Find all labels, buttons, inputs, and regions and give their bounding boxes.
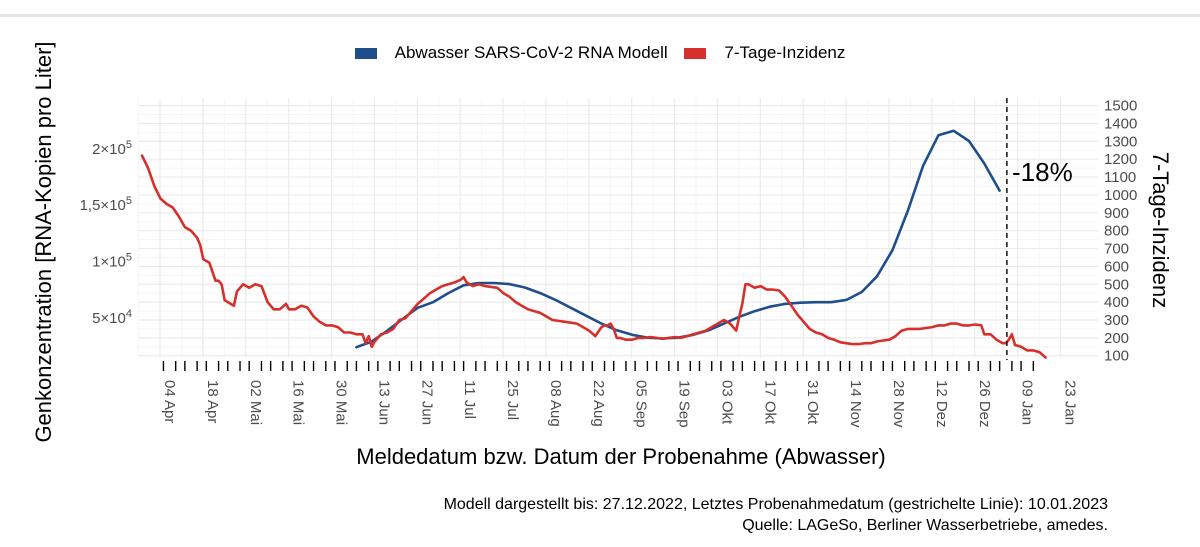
y-right-tick-label: 1100: [1104, 169, 1136, 186]
legend-item-rna-model: Abwasser SARS-CoV-2 RNA Modell: [354, 43, 668, 63]
top-divider: [0, 14, 1200, 17]
legend-label-incidence: 7-Tage-Inzidenz: [724, 43, 846, 62]
x-tick-label: 18 Apr: [204, 380, 221, 423]
y-right-tick-label: 900: [1104, 205, 1129, 222]
footer-source: Quelle: LAGeSo, Berliner Wasserbetriebe,…: [742, 517, 1108, 534]
series-line-incidence: [140, 154, 1047, 359]
x-tick-label: 03 Okt: [718, 380, 735, 425]
legend-key-rna-model: [354, 47, 377, 59]
y-left-tick-label: 2×105: [92, 139, 132, 158]
y-right-tick-label: 500: [1104, 276, 1129, 293]
y-right-tick-label: 800: [1104, 223, 1129, 240]
y-left-tick-label: 5×104: [92, 308, 132, 327]
change-annotation: -18%: [1012, 157, 1073, 187]
x-tick-label: 11 Jul: [461, 380, 478, 419]
y-left-tick-label: 1×105: [92, 252, 132, 271]
x-tick-label: 30 Mai: [333, 380, 350, 425]
x-tick-label: 26 Dez: [976, 380, 993, 428]
y-left-tick-label: 1,5×105: [80, 195, 132, 214]
x-tick-label: 23 Jan: [1062, 380, 1079, 425]
y-right-tick-label: 200: [1104, 330, 1129, 347]
x-tick-label: 22 Aug: [590, 380, 607, 427]
footer-model-note: Modell dargestellt bis: 27.12.2022, Letz…: [443, 496, 1108, 513]
plot-panel: [138, 98, 1098, 358]
x-tick-label: 17 Okt: [761, 380, 778, 425]
x-tick-label: 31 Okt: [804, 380, 821, 425]
x-tick-label: 14 Nov: [847, 380, 864, 428]
y-right-tick-label: 100: [1104, 348, 1129, 365]
y-right-tick-label: 1400: [1104, 115, 1137, 132]
x-tick-label: 05 Sep: [633, 380, 650, 428]
y-axis-left-label: Genkonzentration [RNA-Kopien pro Liter]: [31, 41, 56, 443]
x-tick-label: 13 Jun: [375, 380, 392, 425]
y-right-tick-label: 1300: [1104, 133, 1137, 150]
x-tick-label: 12 Dez: [933, 380, 950, 428]
x-tick-label: 09 Jan: [1019, 380, 1036, 425]
y-right-tick-label: 600: [1104, 258, 1129, 275]
legend-label-rna-model: Abwasser SARS-CoV-2 RNA Modell: [394, 43, 668, 62]
x-tick-label: 25 Jul: [504, 380, 521, 420]
x-tick-label: 27 Jun: [418, 380, 435, 425]
x-tick-label: 28 Nov: [890, 380, 907, 428]
y-right-tick-label: 1000: [1104, 187, 1137, 204]
y-right-tick-label: 400: [1104, 294, 1129, 311]
y-right-tick-label: 1200: [1104, 151, 1137, 168]
x-tick-label: 02 Mai: [247, 380, 264, 425]
x-tick-label: 04 Apr: [161, 380, 178, 423]
x-tick-label: 08 Aug: [547, 380, 564, 427]
x-axis-label: Meldedatum bzw. Datum der Probenahme (Ab…: [356, 444, 886, 469]
legend-item-incidence: 7-Tage-Inzidenz: [684, 43, 845, 63]
x-tick-label: 19 Sep: [676, 380, 693, 428]
x-tick-label: 16 Mai: [290, 380, 307, 425]
y-right-tick-label: 300: [1104, 312, 1129, 329]
legend-key-incidence: [684, 47, 707, 59]
legend: Abwasser SARS-CoV-2 RNA Modell 7-Tage-In…: [0, 43, 1200, 64]
y-axis-right-label: 7-Tage-Inzidenz: [1148, 151, 1173, 309]
y-right-tick-label: 700: [1104, 241, 1129, 258]
y-right-tick-label: 1500: [1104, 98, 1137, 115]
